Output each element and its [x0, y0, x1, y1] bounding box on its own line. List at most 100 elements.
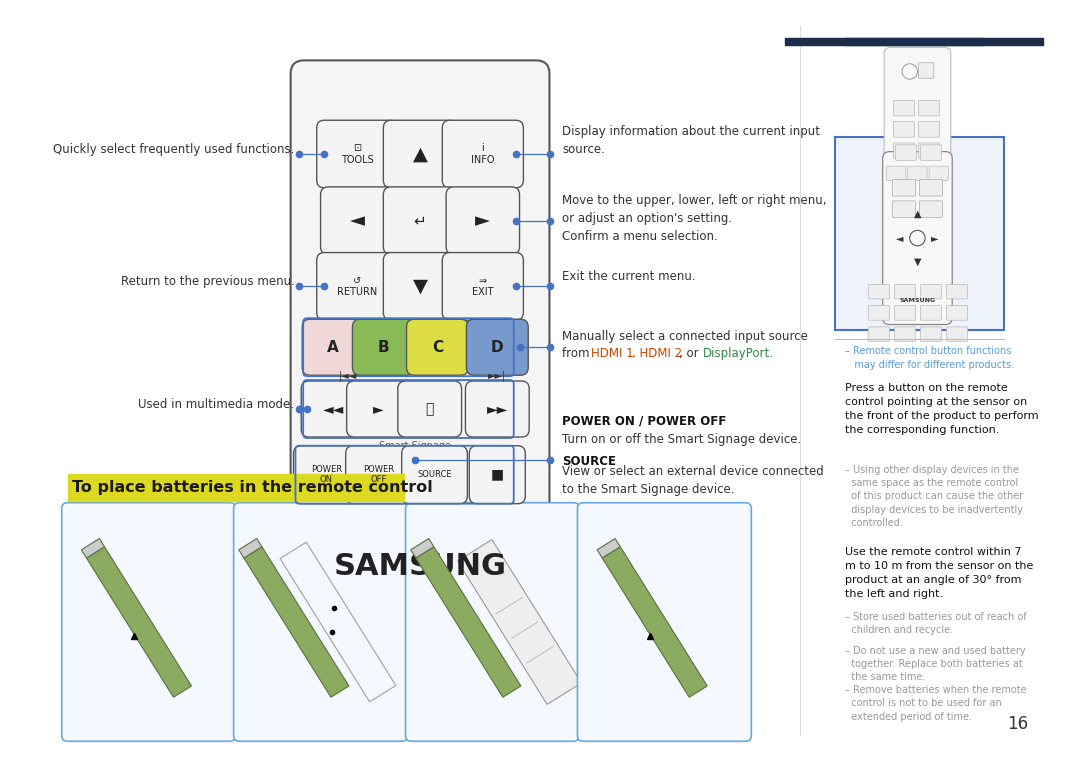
Text: i
INFO: i INFO	[471, 143, 495, 165]
FancyBboxPatch shape	[887, 166, 906, 181]
Text: ■: ■	[490, 468, 504, 481]
FancyBboxPatch shape	[443, 121, 524, 188]
FancyBboxPatch shape	[893, 101, 915, 116]
Bar	[845, 38, 1043, 45]
FancyBboxPatch shape	[465, 381, 529, 437]
Text: SOURCE: SOURCE	[417, 470, 451, 479]
Text: , or: , or	[679, 347, 702, 360]
FancyBboxPatch shape	[894, 285, 916, 299]
FancyBboxPatch shape	[920, 145, 942, 160]
FancyBboxPatch shape	[446, 187, 519, 255]
Text: – Remote control button functions
   may differ for different products.: – Remote control button functions may di…	[845, 346, 1014, 370]
FancyBboxPatch shape	[346, 446, 411, 504]
FancyBboxPatch shape	[918, 121, 940, 137]
Polygon shape	[458, 539, 581, 704]
Text: ↵: ↵	[414, 213, 427, 228]
FancyBboxPatch shape	[918, 143, 940, 159]
Text: Manually select a connected input source: Manually select a connected input source	[562, 330, 808, 343]
FancyBboxPatch shape	[406, 503, 579, 742]
FancyBboxPatch shape	[929, 166, 948, 181]
FancyBboxPatch shape	[443, 253, 524, 320]
FancyBboxPatch shape	[578, 503, 752, 742]
FancyBboxPatch shape	[868, 285, 890, 299]
Text: ◄: ◄	[896, 233, 904, 243]
Text: – Store used batteries out of reach of
  children and recycle.: – Store used batteries out of reach of c…	[845, 612, 1027, 635]
FancyBboxPatch shape	[316, 121, 397, 188]
Text: ►: ►	[374, 402, 383, 416]
FancyBboxPatch shape	[893, 143, 915, 159]
Text: ◄: ◄	[350, 211, 365, 230]
FancyBboxPatch shape	[908, 166, 927, 181]
FancyBboxPatch shape	[291, 60, 550, 671]
Text: |◄◄: |◄◄	[338, 370, 356, 381]
Text: SAMSUNG: SAMSUNG	[334, 552, 507, 581]
Text: Turn on or off the Smart Signage device.: Turn on or off the Smart Signage device.	[562, 433, 801, 446]
Text: , HDMI 2: , HDMI 2	[632, 347, 681, 360]
Text: ►►: ►►	[487, 402, 508, 416]
FancyBboxPatch shape	[868, 327, 890, 341]
Polygon shape	[81, 539, 105, 558]
Text: A: A	[327, 340, 339, 355]
FancyBboxPatch shape	[918, 101, 940, 116]
Text: View or select an external device connected
to the Smart Signage device.: View or select an external device connec…	[562, 465, 824, 496]
Text: Press a button on the remote
control pointing at the sensor on
the front of the : Press a button on the remote control poi…	[845, 383, 1039, 435]
Text: ↺
RETURN: ↺ RETURN	[337, 275, 377, 297]
FancyBboxPatch shape	[919, 201, 943, 217]
FancyBboxPatch shape	[406, 319, 469, 375]
FancyBboxPatch shape	[352, 319, 415, 375]
Text: ►: ►	[475, 211, 490, 230]
FancyBboxPatch shape	[920, 285, 942, 299]
Text: Use the remote control within 7
m to 10 m from the sensor on the
product at an a: Use the remote control within 7 m to 10 …	[845, 547, 1034, 599]
Text: Return to the previous menu.: Return to the previous menu.	[121, 275, 295, 288]
FancyBboxPatch shape	[892, 179, 916, 196]
FancyBboxPatch shape	[885, 47, 950, 201]
FancyBboxPatch shape	[294, 446, 360, 504]
Text: ⊡
TOOLS: ⊡ TOOLS	[341, 143, 374, 165]
Polygon shape	[239, 539, 262, 558]
FancyBboxPatch shape	[946, 327, 968, 341]
Text: Display information about the current input
source.: Display information about the current in…	[562, 125, 820, 156]
FancyBboxPatch shape	[919, 179, 943, 196]
FancyBboxPatch shape	[946, 306, 968, 320]
FancyBboxPatch shape	[893, 121, 915, 137]
Text: SAMSUNG: SAMSUNG	[900, 298, 935, 303]
Text: B: B	[378, 340, 389, 355]
Text: ⇒
EXIT: ⇒ EXIT	[472, 275, 494, 297]
Bar	[785, 38, 983, 45]
Text: ⏸: ⏸	[426, 402, 434, 416]
Text: C: C	[432, 340, 443, 355]
Text: from: from	[562, 347, 593, 360]
Text: DisplayPort.: DisplayPort.	[703, 347, 774, 360]
FancyBboxPatch shape	[383, 121, 457, 188]
Text: HDMI 1: HDMI 1	[591, 347, 634, 360]
Text: ▲: ▲	[914, 209, 921, 219]
Text: ►: ►	[931, 233, 939, 243]
FancyBboxPatch shape	[892, 201, 916, 217]
Text: ▼: ▼	[914, 257, 921, 267]
FancyBboxPatch shape	[835, 137, 1004, 330]
FancyBboxPatch shape	[301, 381, 365, 437]
Polygon shape	[603, 547, 707, 697]
Text: Quickly select frequently used functions.: Quickly select frequently used functions…	[53, 143, 295, 156]
Text: 16: 16	[1008, 715, 1028, 732]
FancyBboxPatch shape	[347, 381, 410, 437]
Text: To place batteries in the remote control: To place batteries in the remote control	[72, 480, 433, 494]
Polygon shape	[244, 547, 349, 697]
Text: ▼: ▼	[413, 277, 428, 296]
Bar	[68, 474, 404, 501]
FancyBboxPatch shape	[868, 306, 890, 320]
Polygon shape	[416, 547, 521, 697]
Text: POWER
ON: POWER ON	[311, 465, 342, 485]
FancyBboxPatch shape	[302, 319, 364, 375]
FancyBboxPatch shape	[894, 306, 916, 320]
FancyBboxPatch shape	[397, 381, 461, 437]
FancyBboxPatch shape	[894, 327, 916, 341]
Text: ▲: ▲	[413, 144, 428, 163]
Text: POWER ON / POWER OFF: POWER ON / POWER OFF	[562, 414, 726, 427]
FancyBboxPatch shape	[946, 285, 968, 299]
FancyBboxPatch shape	[233, 503, 407, 742]
FancyBboxPatch shape	[895, 145, 917, 160]
Text: – Do not use a new and used battery
  together. Replace both batteries at
  the : – Do not use a new and used battery toge…	[845, 645, 1026, 682]
FancyBboxPatch shape	[920, 306, 942, 320]
FancyBboxPatch shape	[918, 63, 934, 79]
